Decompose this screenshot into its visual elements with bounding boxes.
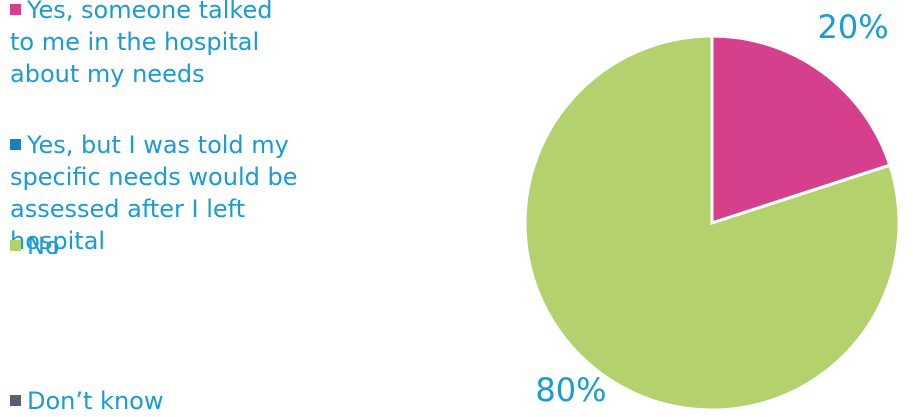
legend-swatch: [10, 395, 21, 406]
data-label: 20%: [818, 8, 889, 46]
legend-item: Don’t know: [10, 385, 300, 417]
legend-swatch: [10, 139, 21, 150]
legend-swatch: [10, 4, 21, 15]
data-label: 80%: [535, 371, 606, 409]
legend-label: Yes, but I was told my specific needs wo…: [10, 131, 298, 255]
legend-label: No: [27, 232, 60, 260]
legend-label: Yes, someone talked to me in the hospita…: [10, 0, 273, 88]
pie-slice: [710, 34, 892, 226]
legend-swatch: [10, 240, 21, 251]
legend-item: No: [10, 230, 300, 262]
legend-item: Yes, but I was told my specific needs wo…: [10, 129, 300, 257]
legend-item: Yes, someone talked to me in the hospita…: [10, 0, 300, 90]
legend-label: Don’t know: [27, 387, 164, 415]
